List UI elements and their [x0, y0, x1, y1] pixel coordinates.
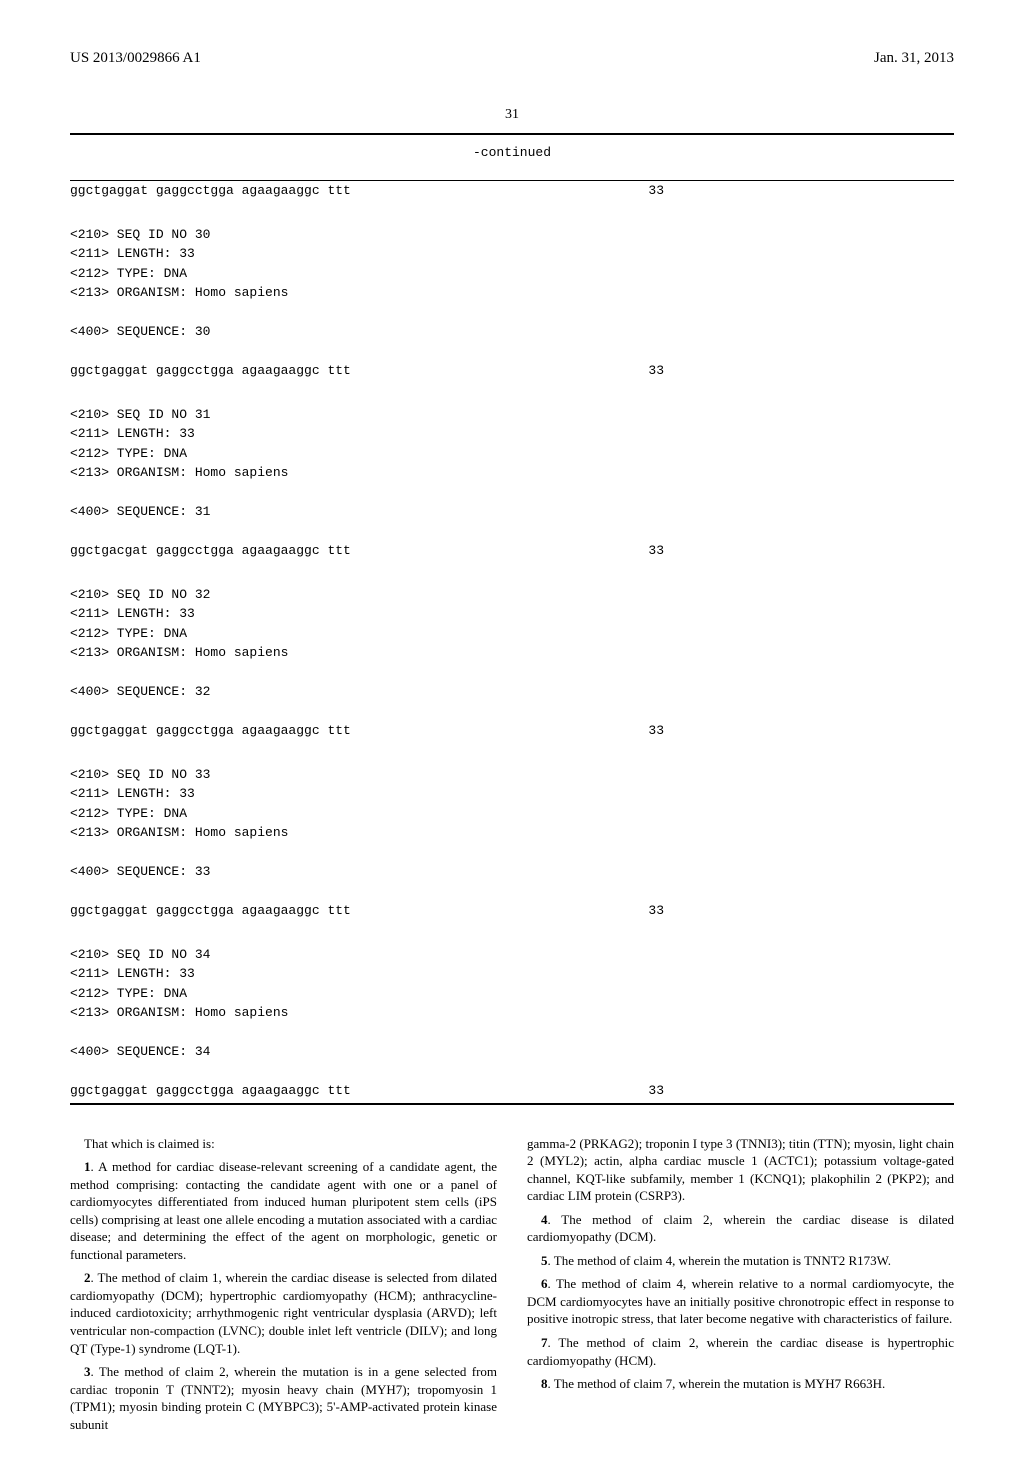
sequence-line: ggctgacgat gaggcctgga agaagaaggc ttt 33	[70, 541, 954, 561]
sequence-entry: <210> SEQ ID NO 32 <211> LENGTH: 33 <212…	[70, 585, 954, 741]
sequence-line: ggctgaggat gaggcctgga agaagaaggc ttt 33	[70, 181, 954, 201]
sequence-listing-block: -continued ggctgaggat gaggcctgga agaagaa…	[70, 133, 954, 1105]
sequence-length: 33	[648, 541, 664, 561]
column-right: gamma-2 (PRKAG2); troponin I type 3 (TNN…	[527, 1135, 954, 1440]
sequence-length: 33	[648, 1081, 664, 1101]
sequence-entry: <210> SEQ ID NO 33 <211> LENGTH: 33 <212…	[70, 765, 954, 921]
sequence-entry: <210> SEQ ID NO 30 <211> LENGTH: 33 <212…	[70, 225, 954, 381]
sequence-text: ggctgaggat gaggcctgga agaagaaggc ttt	[70, 901, 351, 921]
sequence-header: <210> SEQ ID NO 30 <211> LENGTH: 33 <212…	[70, 225, 954, 342]
page-number: 31	[70, 107, 954, 123]
claim-1: 1. A method for cardiac disease-relevant…	[70, 1158, 497, 1263]
sequence-text: ggctgacgat gaggcctgga agaagaaggc ttt	[70, 541, 351, 561]
claim-5: 5. The method of claim 4, wherein the mu…	[527, 1252, 954, 1270]
sequence-length: 33	[648, 901, 664, 921]
sequence-text: ggctgaggat gaggcctgga agaagaaggc ttt	[70, 1081, 351, 1101]
sequence-line: ggctgaggat gaggcctgga agaagaaggc ttt 33	[70, 361, 954, 381]
sequence-header: <210> SEQ ID NO 31 <211> LENGTH: 33 <212…	[70, 405, 954, 522]
claim-6: 6. The method of claim 4, wherein relati…	[527, 1275, 954, 1328]
sequence-length: 33	[648, 361, 664, 381]
sequence-line: ggctgaggat gaggcctgga agaagaaggc ttt 33	[70, 901, 954, 921]
claims-columns: That which is claimed is: 1. A method fo…	[70, 1135, 954, 1440]
claim-8: 8. The method of claim 7, wherein the mu…	[527, 1375, 954, 1393]
sequence-entry: ggctgaggat gaggcctgga agaagaaggc ttt 33	[70, 181, 954, 201]
sequence-header: <210> SEQ ID NO 34 <211> LENGTH: 33 <212…	[70, 945, 954, 1062]
sequence-length: 33	[648, 181, 664, 201]
publication-date: Jan. 31, 2013	[874, 50, 954, 67]
sequence-text: ggctgaggat gaggcctgga agaagaaggc ttt	[70, 721, 351, 741]
claim-3-cont: gamma-2 (PRKAG2); troponin I type 3 (TNN…	[527, 1135, 954, 1205]
sequence-text: ggctgaggat gaggcctgga agaagaaggc ttt	[70, 361, 351, 381]
column-left: That which is claimed is: 1. A method fo…	[70, 1135, 497, 1440]
sequence-entry: <210> SEQ ID NO 34 <211> LENGTH: 33 <212…	[70, 945, 954, 1101]
sequence-length: 33	[648, 721, 664, 741]
sequence-header: <210> SEQ ID NO 33 <211> LENGTH: 33 <212…	[70, 765, 954, 882]
publication-number: US 2013/0029866 A1	[70, 50, 201, 67]
sequence-line: ggctgaggat gaggcctgga agaagaaggc ttt 33	[70, 721, 954, 741]
claim-7: 7. The method of claim 2, wherein the ca…	[527, 1334, 954, 1369]
sequence-header: <210> SEQ ID NO 32 <211> LENGTH: 33 <212…	[70, 585, 954, 702]
sequence-line: ggctgaggat gaggcctgga agaagaaggc ttt 33	[70, 1081, 954, 1101]
page-header: US 2013/0029866 A1 Jan. 31, 2013	[70, 50, 954, 67]
claim-4: 4. The method of claim 2, wherein the ca…	[527, 1211, 954, 1246]
sequence-container: ggctgaggat gaggcctgga agaagaaggc ttt 33 <2…	[70, 181, 954, 1101]
continued-label: -continued	[70, 145, 954, 160]
claim-3: 3. The method of claim 2, wherein the mu…	[70, 1363, 497, 1433]
claims-intro: That which is claimed is:	[70, 1135, 497, 1153]
sequence-entry: <210> SEQ ID NO 31 <211> LENGTH: 33 <212…	[70, 405, 954, 561]
claim-2: 2. The method of claim 1, wherein the ca…	[70, 1269, 497, 1357]
sequence-text: ggctgaggat gaggcctgga agaagaaggc ttt	[70, 181, 351, 201]
